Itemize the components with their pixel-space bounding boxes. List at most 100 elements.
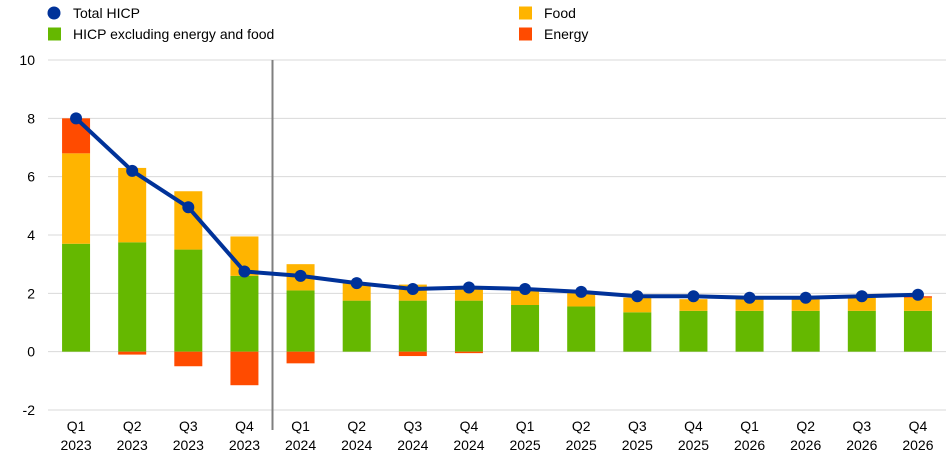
- bar-energy: [174, 351, 203, 367]
- legend-label-energy: Energy: [544, 26, 588, 42]
- y-tick-label: 0: [27, 344, 35, 360]
- x-tick-label-year: 2025: [678, 437, 709, 453]
- legend-label-food: Food: [544, 5, 576, 21]
- y-tick-label: 4: [27, 227, 35, 243]
- total-hicp-point: [575, 285, 588, 298]
- legend-marker-hicp-excluding-energy-and-food: [48, 27, 61, 41]
- x-tick-label-quarter: Q2: [796, 418, 815, 434]
- bar-hicp-excluding-energy-and-food: [847, 310, 876, 352]
- total-hicp-point: [70, 112, 83, 125]
- x-axis: Q1 2023 Q2 2023 Q3 2023 Q4 2023 Q1 2024 Q2 2024 Q3 20…: [60, 418, 933, 453]
- bar-food: [567, 291, 596, 307]
- x-tick-label-quarter: Q2: [347, 418, 366, 434]
- bar-food: [847, 297, 876, 311]
- total-hicp-point: [519, 282, 532, 295]
- x-tick-label-quarter: Q1: [291, 418, 310, 434]
- total-hicp-point: [238, 265, 251, 278]
- x-tick-label-quarter: Q3: [628, 418, 647, 434]
- bars: [62, 118, 932, 386]
- bar-hicp-excluding-energy-and-food: [230, 275, 259, 352]
- bar-hicp-excluding-energy-and-food: [454, 300, 483, 352]
- bar-hicp-excluding-energy-and-food: [903, 310, 932, 352]
- legend-label-hicp-excluding-energy-and-food: HICP excluding energy and food: [73, 26, 274, 42]
- x-tick-label-year: 2023: [60, 437, 91, 453]
- bar-food: [791, 299, 820, 311]
- bar-hicp-excluding-energy-and-food: [62, 243, 91, 352]
- bar-hicp-excluding-energy-and-food: [567, 306, 596, 352]
- total-hicp-point: [294, 269, 307, 282]
- y-tick-label: 6: [27, 169, 35, 185]
- bar-energy: [454, 351, 483, 354]
- x-tick-label-quarter: Q1: [516, 418, 535, 434]
- x-tick-label-quarter: Q2: [123, 418, 142, 434]
- y-tick-label: 10: [19, 52, 35, 68]
- x-tick-label-quarter: Q3: [852, 418, 871, 434]
- bar-energy: [118, 351, 147, 355]
- y-tick-label: 8: [27, 110, 35, 126]
- total-hicp-point: [855, 290, 868, 303]
- total-hicp-point: [631, 290, 644, 303]
- x-tick-label-quarter: Q3: [403, 418, 422, 434]
- total-hicp-point: [743, 291, 756, 304]
- y-axis: -2 0 2 4 6 8 10: [19, 52, 35, 418]
- x-tick-label-year: 2025: [622, 437, 653, 453]
- x-tick-label-quarter: Q1: [67, 418, 86, 434]
- x-tick-label-year: 2023: [117, 437, 148, 453]
- total-hicp-point: [126, 164, 139, 177]
- bar-hicp-excluding-energy-and-food: [511, 305, 540, 352]
- bar-food: [679, 299, 708, 311]
- bar-food: [62, 153, 91, 244]
- bar-energy: [398, 351, 427, 357]
- x-tick-label-year: 2024: [397, 437, 428, 453]
- x-tick-label-quarter: Q1: [740, 418, 759, 434]
- bar-hicp-excluding-energy-and-food: [342, 300, 371, 352]
- bar-energy: [286, 351, 315, 364]
- x-tick-label-year: 2024: [341, 437, 372, 453]
- x-tick-label-year: 2025: [509, 437, 540, 453]
- x-tick-label-year: 2026: [734, 437, 765, 453]
- total-hicp-path: [74, 116, 918, 300]
- bar-hicp-excluding-energy-and-food: [118, 242, 147, 352]
- x-tick-label-year: 2024: [285, 437, 316, 453]
- total-hicp-point: [182, 201, 195, 214]
- legend-label-total-hicp: Total HICP: [73, 5, 140, 21]
- x-tick-label-quarter: Q4: [460, 418, 479, 434]
- bar-hicp-excluding-energy-and-food: [174, 249, 203, 352]
- x-tick-label-year: 2026: [902, 437, 933, 453]
- x-tick-label-quarter: Q3: [179, 418, 198, 434]
- bar-hicp-excluding-energy-and-food: [398, 300, 427, 352]
- x-tick-label-quarter: Q2: [572, 418, 591, 434]
- bar-hicp-excluding-energy-and-food: [286, 290, 315, 352]
- bar-energy: [230, 351, 259, 386]
- total-hicp-line: [70, 112, 924, 304]
- bar-food: [511, 288, 540, 305]
- legend-marker-energy: [519, 27, 532, 41]
- x-tick-label-year: 2026: [790, 437, 821, 453]
- x-tick-label-quarter: Q4: [909, 418, 928, 434]
- total-hicp-point: [911, 288, 924, 301]
- x-tick-label-year: 2023: [229, 437, 260, 453]
- bar-hicp-excluding-energy-and-food: [679, 310, 708, 352]
- x-tick-label-year: 2026: [846, 437, 877, 453]
- bar-food: [735, 299, 764, 311]
- x-tick-label-year: 2025: [566, 437, 597, 453]
- bar-food: [623, 297, 652, 313]
- x-tick-label-year: 2023: [173, 437, 204, 453]
- x-tick-label-quarter: Q4: [684, 418, 703, 434]
- x-tick-label-quarter: Q4: [235, 418, 254, 434]
- total-hicp-point: [799, 291, 812, 304]
- legend: Total HICP HICP excluding energy and food…: [47, 5, 588, 42]
- legend-marker-food: [519, 6, 532, 20]
- x-tick-label-year: 2024: [453, 437, 484, 453]
- y-tick-label: 2: [27, 285, 35, 301]
- legend-marker-total-hicp: [47, 6, 61, 20]
- total-hicp-point: [462, 281, 475, 294]
- y-tick-label: -2: [23, 402, 36, 418]
- total-hicp-point: [350, 277, 363, 290]
- total-hicp-point: [406, 282, 419, 295]
- total-hicp-point: [687, 290, 700, 303]
- bar-hicp-excluding-energy-and-food: [735, 310, 764, 352]
- bar-food: [903, 297, 932, 311]
- bar-food: [342, 283, 371, 301]
